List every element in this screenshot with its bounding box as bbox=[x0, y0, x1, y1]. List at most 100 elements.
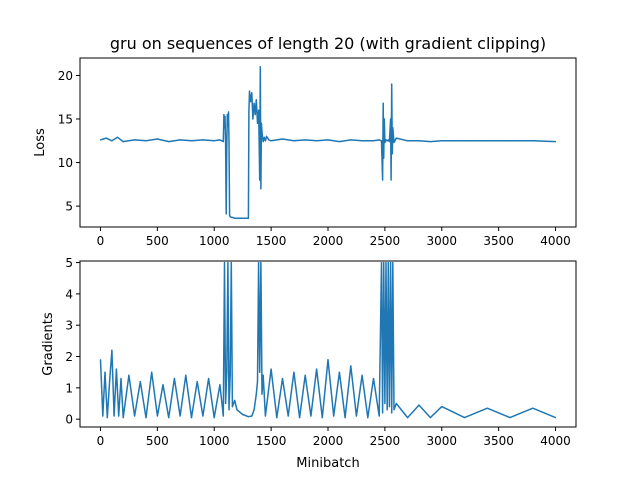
gradients-data-point bbox=[227, 262, 229, 264]
loss-data-point bbox=[407, 140, 409, 142]
gradients-x-ticks: 0 500 1000 1500 2000 2500 3000 3500 4000 bbox=[97, 427, 571, 448]
loss-data-point bbox=[391, 83, 393, 85]
gradients-x-tick-label: 0 bbox=[97, 434, 105, 448]
loss-data-point bbox=[231, 216, 233, 218]
loss-data-point bbox=[236, 217, 238, 219]
gradients-subplot: 0 500 1000 1500 2000 2500 3000 3500 4000 012345 … bbox=[41, 256, 577, 471]
loss-data-point bbox=[222, 141, 224, 143]
gradients-data-point bbox=[256, 381, 259, 383]
loss-data-point bbox=[228, 140, 230, 142]
loss-data-point bbox=[316, 140, 318, 142]
figure-title: gru on sequences of length 20 (with grad… bbox=[110, 34, 546, 53]
gradients-x-tick-label: 4000 bbox=[540, 434, 571, 448]
loss-data-point bbox=[385, 139, 387, 141]
loss-data-point bbox=[111, 140, 113, 142]
gradients-data-point bbox=[179, 415, 181, 417]
loss-data-point bbox=[247, 217, 249, 219]
gradients-data-point bbox=[236, 409, 238, 411]
gradients-data-point bbox=[344, 417, 346, 419]
gradients-data-point bbox=[327, 359, 329, 361]
loss-x-tick-label: 500 bbox=[146, 234, 169, 248]
gradients-x-tick-label: 3000 bbox=[426, 434, 457, 448]
gradients-x-tick-label: 2500 bbox=[370, 434, 401, 448]
gradients-data-point bbox=[390, 262, 392, 264]
loss-data-point bbox=[338, 141, 340, 143]
gradients-data-point bbox=[128, 374, 130, 376]
loss-data-point bbox=[202, 139, 204, 141]
loss-data-point bbox=[361, 140, 363, 142]
loss-y-ticks: 5 10 15 20 bbox=[58, 69, 80, 214]
gradients-data-point bbox=[120, 377, 122, 380]
gradients-data-point bbox=[202, 415, 204, 417]
loss-data-point bbox=[387, 139, 389, 141]
loss-data-point bbox=[122, 141, 124, 143]
loss-data-point bbox=[262, 141, 264, 143]
gradients-data-point bbox=[355, 415, 357, 417]
loss-data-point bbox=[486, 140, 488, 142]
gradients-data-point bbox=[378, 415, 380, 417]
gradients-data-point bbox=[361, 374, 363, 376]
loss-data-point bbox=[168, 141, 170, 143]
gradients-data-point bbox=[463, 417, 466, 419]
loss-data-point bbox=[378, 139, 380, 141]
gradients-data-point bbox=[242, 413, 244, 416]
loss-y-label: Loss bbox=[33, 128, 48, 157]
loss-data-point bbox=[395, 137, 397, 139]
gradients-data-point bbox=[385, 262, 387, 264]
gradients-data-point bbox=[393, 409, 395, 411]
loss-data-point bbox=[252, 118, 254, 120]
gradients-data-point bbox=[262, 374, 264, 376]
loss-series-line bbox=[100, 65, 556, 220]
gradients-data-point bbox=[304, 374, 306, 376]
gradients-data-point bbox=[350, 365, 352, 367]
loss-data-point bbox=[145, 140, 147, 142]
loss-x-tick-label: 4000 bbox=[540, 234, 571, 248]
loss-data-point bbox=[393, 141, 395, 144]
loss-data-point bbox=[266, 135, 268, 137]
loss-data-point bbox=[248, 111, 250, 113]
loss-data-point bbox=[156, 138, 158, 140]
gradients-data-point bbox=[115, 368, 117, 370]
loss-data-point bbox=[258, 144, 260, 146]
gradients-data-point bbox=[532, 407, 534, 409]
loss-data-point bbox=[259, 66, 261, 68]
gradients-y-ticks: 0 1 2 3 4 5 bbox=[65, 256, 80, 427]
loss-x-tick-label: 2500 bbox=[370, 234, 401, 248]
gradients-data-point bbox=[407, 417, 409, 419]
loss-data-point bbox=[223, 127, 226, 129]
gradients-data-point bbox=[139, 381, 141, 383]
loss-x-tick-label: 1000 bbox=[199, 234, 230, 248]
loss-data-point bbox=[382, 102, 384, 104]
loss-data-point bbox=[227, 111, 230, 113]
gradients-data-point bbox=[196, 381, 198, 383]
loss-x-tick-label: 1500 bbox=[256, 234, 287, 248]
gradients-y-tick-label: 1 bbox=[65, 381, 73, 395]
gradients-data-point bbox=[310, 415, 312, 417]
gradients-data-point bbox=[234, 399, 236, 401]
gradients-data-point bbox=[338, 371, 340, 373]
loss-data-point bbox=[229, 215, 231, 218]
gradients-y-tick-label: 2 bbox=[65, 350, 73, 364]
gradients-data-point bbox=[384, 402, 386, 405]
loss-data-point bbox=[225, 213, 227, 215]
gradients-data-point bbox=[134, 415, 136, 417]
loss-data-point bbox=[264, 140, 266, 142]
loss-data-point bbox=[224, 115, 226, 117]
gradients-data-point bbox=[109, 381, 111, 383]
gradients-data-point bbox=[270, 368, 272, 370]
gradients-data-point bbox=[321, 417, 323, 419]
gradients-x-tick-label: 500 bbox=[146, 434, 169, 448]
loss-data-point bbox=[260, 188, 262, 190]
gradients-data-point bbox=[145, 417, 147, 419]
gradients-data-point bbox=[122, 417, 124, 419]
gradients-data-point bbox=[258, 262, 260, 264]
loss-data-point bbox=[262, 137, 264, 139]
loss-data-point bbox=[327, 139, 329, 141]
loss-data-point bbox=[386, 140, 388, 142]
loss-data-point bbox=[388, 141, 390, 143]
loss-data-point bbox=[227, 125, 229, 127]
loss-x-tick-label: 2000 bbox=[313, 234, 344, 248]
loss-data-point bbox=[179, 139, 181, 141]
loss-data-point bbox=[253, 102, 255, 104]
loss-data-point bbox=[441, 140, 443, 142]
